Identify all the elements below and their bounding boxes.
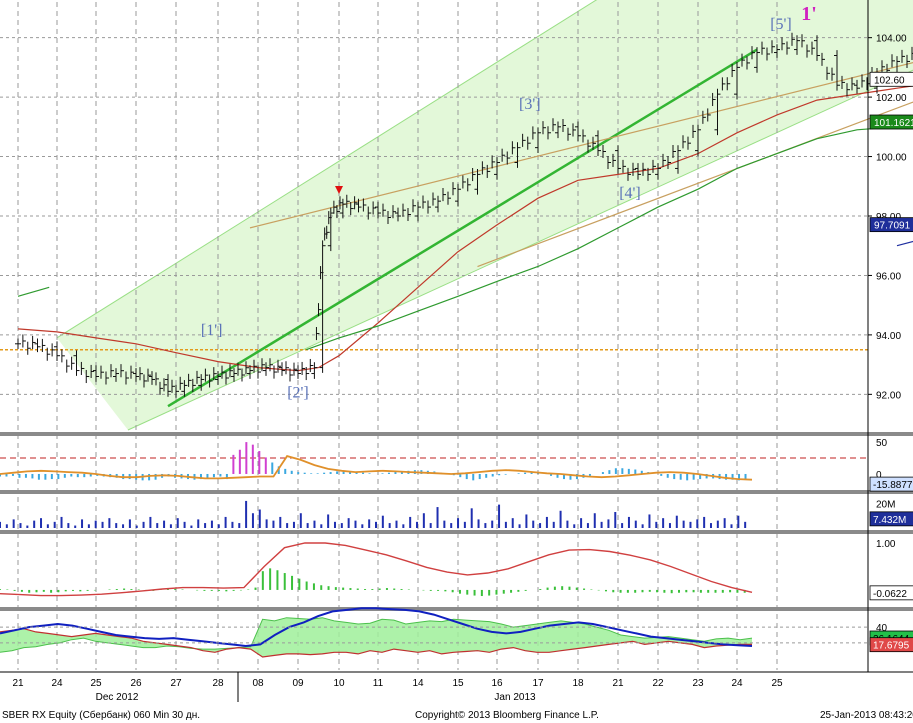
x-tick-label: 18 [572, 678, 584, 689]
x-tick-label: 21 [612, 678, 624, 689]
moving-average-blue [896, 240, 913, 247]
wave-label: [1'] [201, 322, 223, 339]
month-label: Jan 2013 [494, 692, 536, 703]
momentum-line [0, 542, 753, 597]
oscillator-tick-label: 0 [876, 470, 882, 481]
price-tick-label: 94.00 [876, 331, 901, 342]
price-tick-label: 92.00 [876, 390, 901, 401]
price-tick-label: 96.00 [876, 271, 901, 282]
panel-tag-box [869, 637, 913, 653]
x-tick-label: 09 [292, 678, 304, 689]
channel-upper-line [56, 0, 598, 339]
panel-separator [0, 432, 913, 436]
x-tick-label: 16 [491, 678, 503, 689]
panel-separator [0, 490, 913, 494]
panel-tag-label: 17.6795 [873, 641, 910, 652]
moving-average-red [17, 85, 913, 372]
x-tick-label: 25 [771, 678, 783, 689]
x-tick-label: 25 [90, 678, 102, 689]
panel-tag-box [869, 476, 913, 492]
channel-lower-line [127, 69, 913, 431]
di-plus-line [0, 617, 753, 653]
dmi-tick-label: 40 [876, 623, 888, 634]
x-tick-label: 24 [731, 678, 743, 689]
price-tick-label: 104.00 [876, 34, 907, 45]
panel-tag-label: -0.0622 [873, 589, 907, 600]
volume-tick-label: 20M [876, 499, 895, 510]
panel-tag-label: 7.432M [873, 515, 906, 526]
price-tag-box [869, 114, 913, 130]
signal-marker [335, 186, 343, 194]
price-tag-label: 101.1621 [874, 118, 913, 129]
wave-label: [2'] [287, 384, 309, 401]
adx-line [0, 607, 753, 648]
price-tag-box [869, 71, 913, 87]
moving-average-green-left [17, 286, 50, 297]
x-tick-label: 17 [532, 678, 544, 689]
wave-label: [3'] [519, 96, 541, 113]
panel-separator [0, 607, 913, 611]
momentum-tick-label: 1.00 [876, 539, 896, 550]
x-tick-label: 10 [333, 678, 345, 689]
oscillator-tick-label: 50 [876, 438, 888, 449]
trend-line [167, 48, 758, 408]
month-label: Dec 2012 [96, 692, 139, 703]
moving-average-green [305, 125, 913, 351]
instrument-label: SBER RX Equity (Сбербанк) 060 Min 30 дн. [2, 709, 200, 721]
price-tag-box [869, 217, 913, 233]
x-tick-label: 26 [130, 678, 142, 689]
x-tick-label: 24 [51, 678, 63, 689]
x-tick-label: 08 [252, 678, 264, 689]
wave-label: [4'] [619, 185, 641, 202]
price-tick-label: 102.00 [876, 93, 907, 104]
grid-lines [0, 2, 868, 670]
x-tick-label: 21 [12, 678, 24, 689]
wave-annotations: [1'] [2'] [3'] [4'] [5'] 1' [201, 3, 817, 401]
panel-separator [0, 530, 913, 534]
copyright-text: Copyright© 2013 Bloomberg Finance L.P. [415, 710, 599, 721]
x-tick-label: 27 [170, 678, 182, 689]
panel-tag-box [869, 511, 913, 527]
x-tick-label: 22 [652, 678, 664, 689]
price-tags: 102.60 101.1621 97.7091 -15.8877 7.432M -0.06… [869, 71, 913, 653]
x-tick-label: 28 [212, 678, 224, 689]
wave-label: 1' [801, 3, 817, 25]
price-tag-label: 102.60 [874, 75, 905, 86]
x-tick-label: 23 [692, 678, 704, 689]
x-tick-label: 11 [373, 678, 384, 689]
x-tick-label: 15 [452, 678, 464, 689]
price-tag-label: 97.7091 [874, 221, 911, 232]
panel-tag-label: -15.8877 [873, 480, 913, 491]
x-tick-label: 14 [412, 678, 424, 689]
price-tick-label: 100.00 [876, 153, 907, 164]
di-minus-line [0, 628, 752, 658]
timestamp-text: 25-Jan-2013 08:43:20 [820, 710, 913, 721]
wave-label: [5'] [770, 16, 792, 33]
panel-tag-box [869, 585, 913, 601]
indicator-panels [0, 432, 913, 658]
trendline-upper [249, 62, 913, 229]
oscillator-signal [0, 455, 753, 481]
